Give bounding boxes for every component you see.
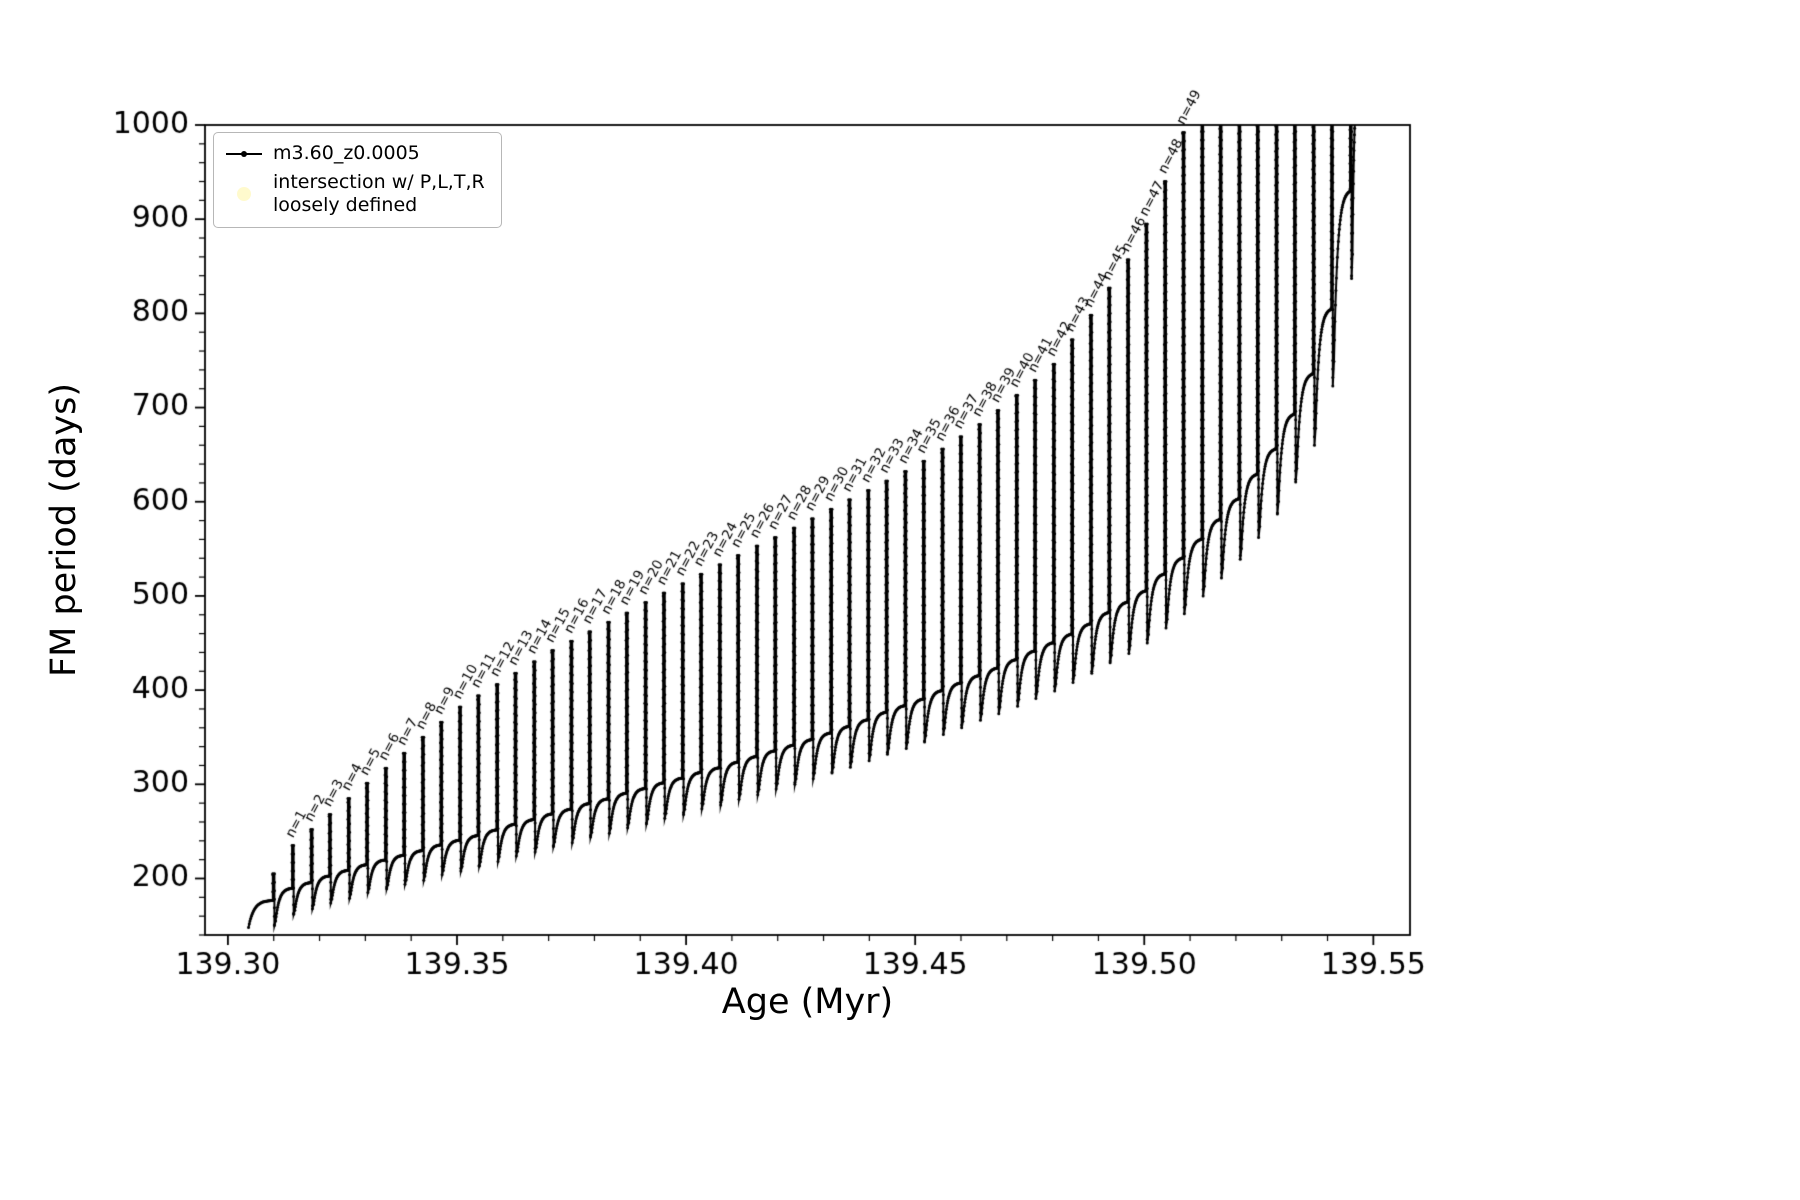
legend-intersection-label: intersection w/ P,L,T,R loosely defined: [273, 171, 485, 217]
legend-entry-intersection: intersection w/ P,L,T,R loosely defined: [226, 171, 485, 217]
legend-series-label: m3.60_z0.0005: [273, 142, 420, 164]
legend-intersection-label-line2: loosely defined: [273, 194, 418, 217]
legend-entry-series: m3.60_z0.0005: [226, 142, 485, 165]
line-dot-marker-icon: [226, 146, 262, 162]
legend: m3.60_z0.0005 intersection w/ P,L,T,R lo…: [213, 132, 502, 228]
x-axis-label: Age (Myr): [721, 982, 894, 1022]
legend-intersection-marker: [237, 187, 251, 202]
legend-series-dot: [241, 150, 247, 157]
y-axis-label: FM period (days): [44, 383, 84, 677]
circle-marker-icon: [226, 186, 262, 202]
legend-intersection-label-line1: intersection w/ P,L,T,R: [273, 171, 485, 194]
